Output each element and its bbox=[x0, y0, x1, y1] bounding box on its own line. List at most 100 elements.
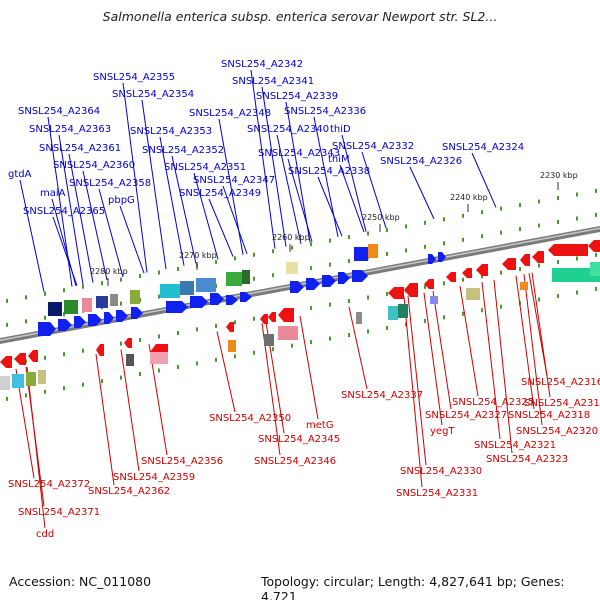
reverse-gene-label: SNSL254_A2317 bbox=[524, 398, 600, 409]
genes-layer bbox=[0, 240, 600, 390]
reverse-leader-line bbox=[459, 286, 479, 397]
reverse-gene-label: cdd bbox=[36, 529, 54, 540]
feature-block bbox=[96, 296, 108, 308]
reverse-gene-arrow bbox=[96, 344, 104, 356]
feature-block bbox=[368, 244, 378, 258]
tick-label: 2250 kbp bbox=[362, 213, 400, 222]
reverse-gene-label: SNSL254_A2372 bbox=[8, 479, 90, 490]
feature-block bbox=[388, 306, 398, 320]
forward-gene-arrow bbox=[166, 301, 188, 313]
reverse-gene-arrow bbox=[124, 338, 132, 348]
reverse-leader-line bbox=[493, 279, 513, 454]
feature-block bbox=[354, 247, 368, 261]
tick-dot bbox=[538, 199, 540, 204]
tick-dot bbox=[595, 286, 597, 291]
feature-block bbox=[228, 340, 236, 352]
tick-dot bbox=[291, 343, 293, 348]
feature-block bbox=[356, 312, 362, 324]
tick-dot bbox=[424, 220, 426, 225]
tick-dot bbox=[215, 323, 217, 328]
tick-dot bbox=[6, 298, 8, 303]
forward-gene-arrow bbox=[352, 270, 368, 282]
reverse-leader-line bbox=[531, 272, 551, 398]
reverse-gene-arrow bbox=[476, 264, 488, 276]
tick-dot bbox=[310, 266, 312, 271]
forward-gene-arrow bbox=[190, 296, 208, 308]
tick-dot bbox=[424, 244, 426, 249]
tick-dot bbox=[538, 297, 540, 302]
tick-dot bbox=[443, 281, 445, 286]
feature-block bbox=[398, 304, 408, 318]
feature-block bbox=[196, 278, 216, 292]
tick-labels-layer: 2230 kbp 2240 kbp 2250 kbp 2260 kbp 2270 kbp… bbox=[90, 171, 578, 286]
tick-dot bbox=[386, 291, 388, 296]
reverse-gene-label: SNSL254_A2350 bbox=[209, 413, 291, 424]
tick-label: 2270 kbp bbox=[179, 251, 217, 260]
reverse-gene-arrow bbox=[502, 258, 516, 270]
tick-dot bbox=[44, 315, 46, 320]
forward-leader-line bbox=[171, 155, 197, 264]
tick-dot bbox=[158, 270, 160, 275]
reverse-gene-label: SNSL254_A2323 bbox=[486, 454, 568, 465]
feature-block bbox=[26, 372, 36, 386]
tick-dot bbox=[424, 318, 426, 323]
forward-gene-arrow bbox=[210, 293, 224, 305]
forward-leader-line bbox=[52, 216, 78, 286]
tick-dot bbox=[576, 256, 578, 261]
feature-block bbox=[552, 268, 600, 282]
tick-dot bbox=[139, 372, 141, 377]
forward-leader-line bbox=[285, 101, 311, 243]
tick-dot bbox=[310, 340, 312, 345]
reverse-leader-line bbox=[523, 274, 543, 426]
forward-leader-line bbox=[119, 205, 145, 274]
forward-gene-label: SNSL254_A2361 bbox=[39, 143, 121, 154]
tick-dot bbox=[462, 237, 464, 242]
tick-dot bbox=[63, 352, 65, 357]
tick-dot bbox=[44, 389, 46, 394]
topology-text: Topology: circular; Length: 4,827,641 bp… bbox=[261, 574, 565, 600]
feature-block bbox=[12, 374, 24, 388]
tick-dot bbox=[348, 235, 350, 240]
tick-dot bbox=[405, 322, 407, 327]
tick-dot bbox=[405, 248, 407, 253]
reverse-gene-label: metG bbox=[306, 420, 334, 431]
reverse-gene-arrow bbox=[278, 308, 294, 322]
forward-gene-arrow bbox=[306, 278, 320, 290]
reverse-gene-arrow bbox=[520, 254, 530, 266]
reverse-gene-label: SNSL254_A2356 bbox=[141, 456, 223, 467]
tick-dot bbox=[139, 338, 141, 343]
tick-dot bbox=[177, 266, 179, 271]
tick-dot bbox=[234, 354, 236, 359]
forward-gene-label: SNSL254_A2353 bbox=[130, 126, 212, 137]
tick-dot bbox=[329, 302, 331, 307]
forward-leader-line bbox=[19, 179, 45, 292]
tick-label: 2240 kbp bbox=[450, 193, 488, 202]
feature-block bbox=[130, 290, 140, 304]
feature-block bbox=[180, 281, 194, 295]
tick-dot bbox=[158, 294, 160, 299]
forward-leader-line bbox=[250, 69, 276, 249]
tick-dot bbox=[63, 288, 65, 293]
forward-leader-line bbox=[218, 118, 244, 255]
tick-dot bbox=[329, 336, 331, 341]
tick-dot bbox=[6, 396, 8, 401]
forward-gene-label: SNSL254_A2340 bbox=[247, 124, 329, 135]
tick-dot bbox=[462, 277, 464, 282]
reverse-gene-arrow bbox=[226, 322, 234, 332]
forward-gene-label: SNSL254_A2358 bbox=[69, 178, 151, 189]
tick-dot bbox=[253, 276, 255, 281]
forward-leader-line bbox=[471, 152, 497, 208]
tick-dot bbox=[348, 259, 350, 264]
tick-dot bbox=[386, 251, 388, 256]
tick-dot bbox=[25, 319, 27, 324]
tick-dot bbox=[101, 379, 103, 384]
reverse-gene-label: SNSL254_A2337 bbox=[341, 390, 423, 401]
reverse-gene-arrow bbox=[548, 244, 588, 256]
forward-gene-label: SNSL254_A2343 bbox=[258, 148, 340, 159]
forward-gene-label: pbpG bbox=[108, 195, 135, 206]
reverse-gene-label: SNSL254_A2330 bbox=[400, 466, 482, 477]
reverse-gene-label: SNSL254_A2331 bbox=[396, 488, 478, 499]
tick-dot bbox=[424, 284, 426, 289]
